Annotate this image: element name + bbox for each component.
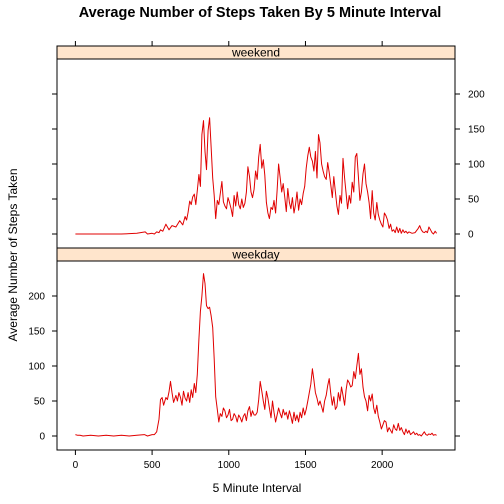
y-tick-label-weekday-100: 100 <box>28 362 45 373</box>
panel-weekend: weekend <box>56 45 456 249</box>
y-tick-label-weekday-200: 200 <box>28 292 45 303</box>
strip-label-weekend: weekend <box>231 46 280 60</box>
panel-frame-weekend <box>56 45 456 249</box>
x-tick-label-2000: 2000 <box>371 460 394 471</box>
y-tick-label-weekday-0: 0 <box>39 432 45 443</box>
panel-frame-weekday <box>56 247 456 451</box>
y-tick-label-weekend-0: 0 <box>468 230 474 241</box>
x-axis-label: 5 Minute Interval <box>213 481 302 495</box>
y-tick-label-weekday-50: 50 <box>34 397 46 408</box>
series-line-weekend <box>75 117 438 235</box>
x-tick-label-1000: 1000 <box>218 460 241 471</box>
y-tick-label-weekend-200: 200 <box>468 90 485 101</box>
x-tick-label-0: 0 <box>73 460 79 471</box>
series-line-weekday <box>75 273 437 437</box>
y-axis-label: Average Number of Steps Taken <box>6 169 20 342</box>
strip-label-weekday: weekday <box>231 248 279 262</box>
y-tick-label-weekday-150: 150 <box>28 327 45 338</box>
y-tick-label-weekend-100: 100 <box>468 160 485 171</box>
panel-weekday: weekday <box>56 247 456 451</box>
chart-title: Average Number of Steps Taken By 5 Minut… <box>79 5 442 21</box>
panels-group: weekend weekday <box>56 45 456 451</box>
x-tick-label-1500: 1500 <box>294 460 317 471</box>
y-tick-label-weekend-150: 150 <box>468 125 485 136</box>
x-tick-label-500: 500 <box>144 460 161 471</box>
y-tick-label-weekend-50: 50 <box>468 195 480 206</box>
